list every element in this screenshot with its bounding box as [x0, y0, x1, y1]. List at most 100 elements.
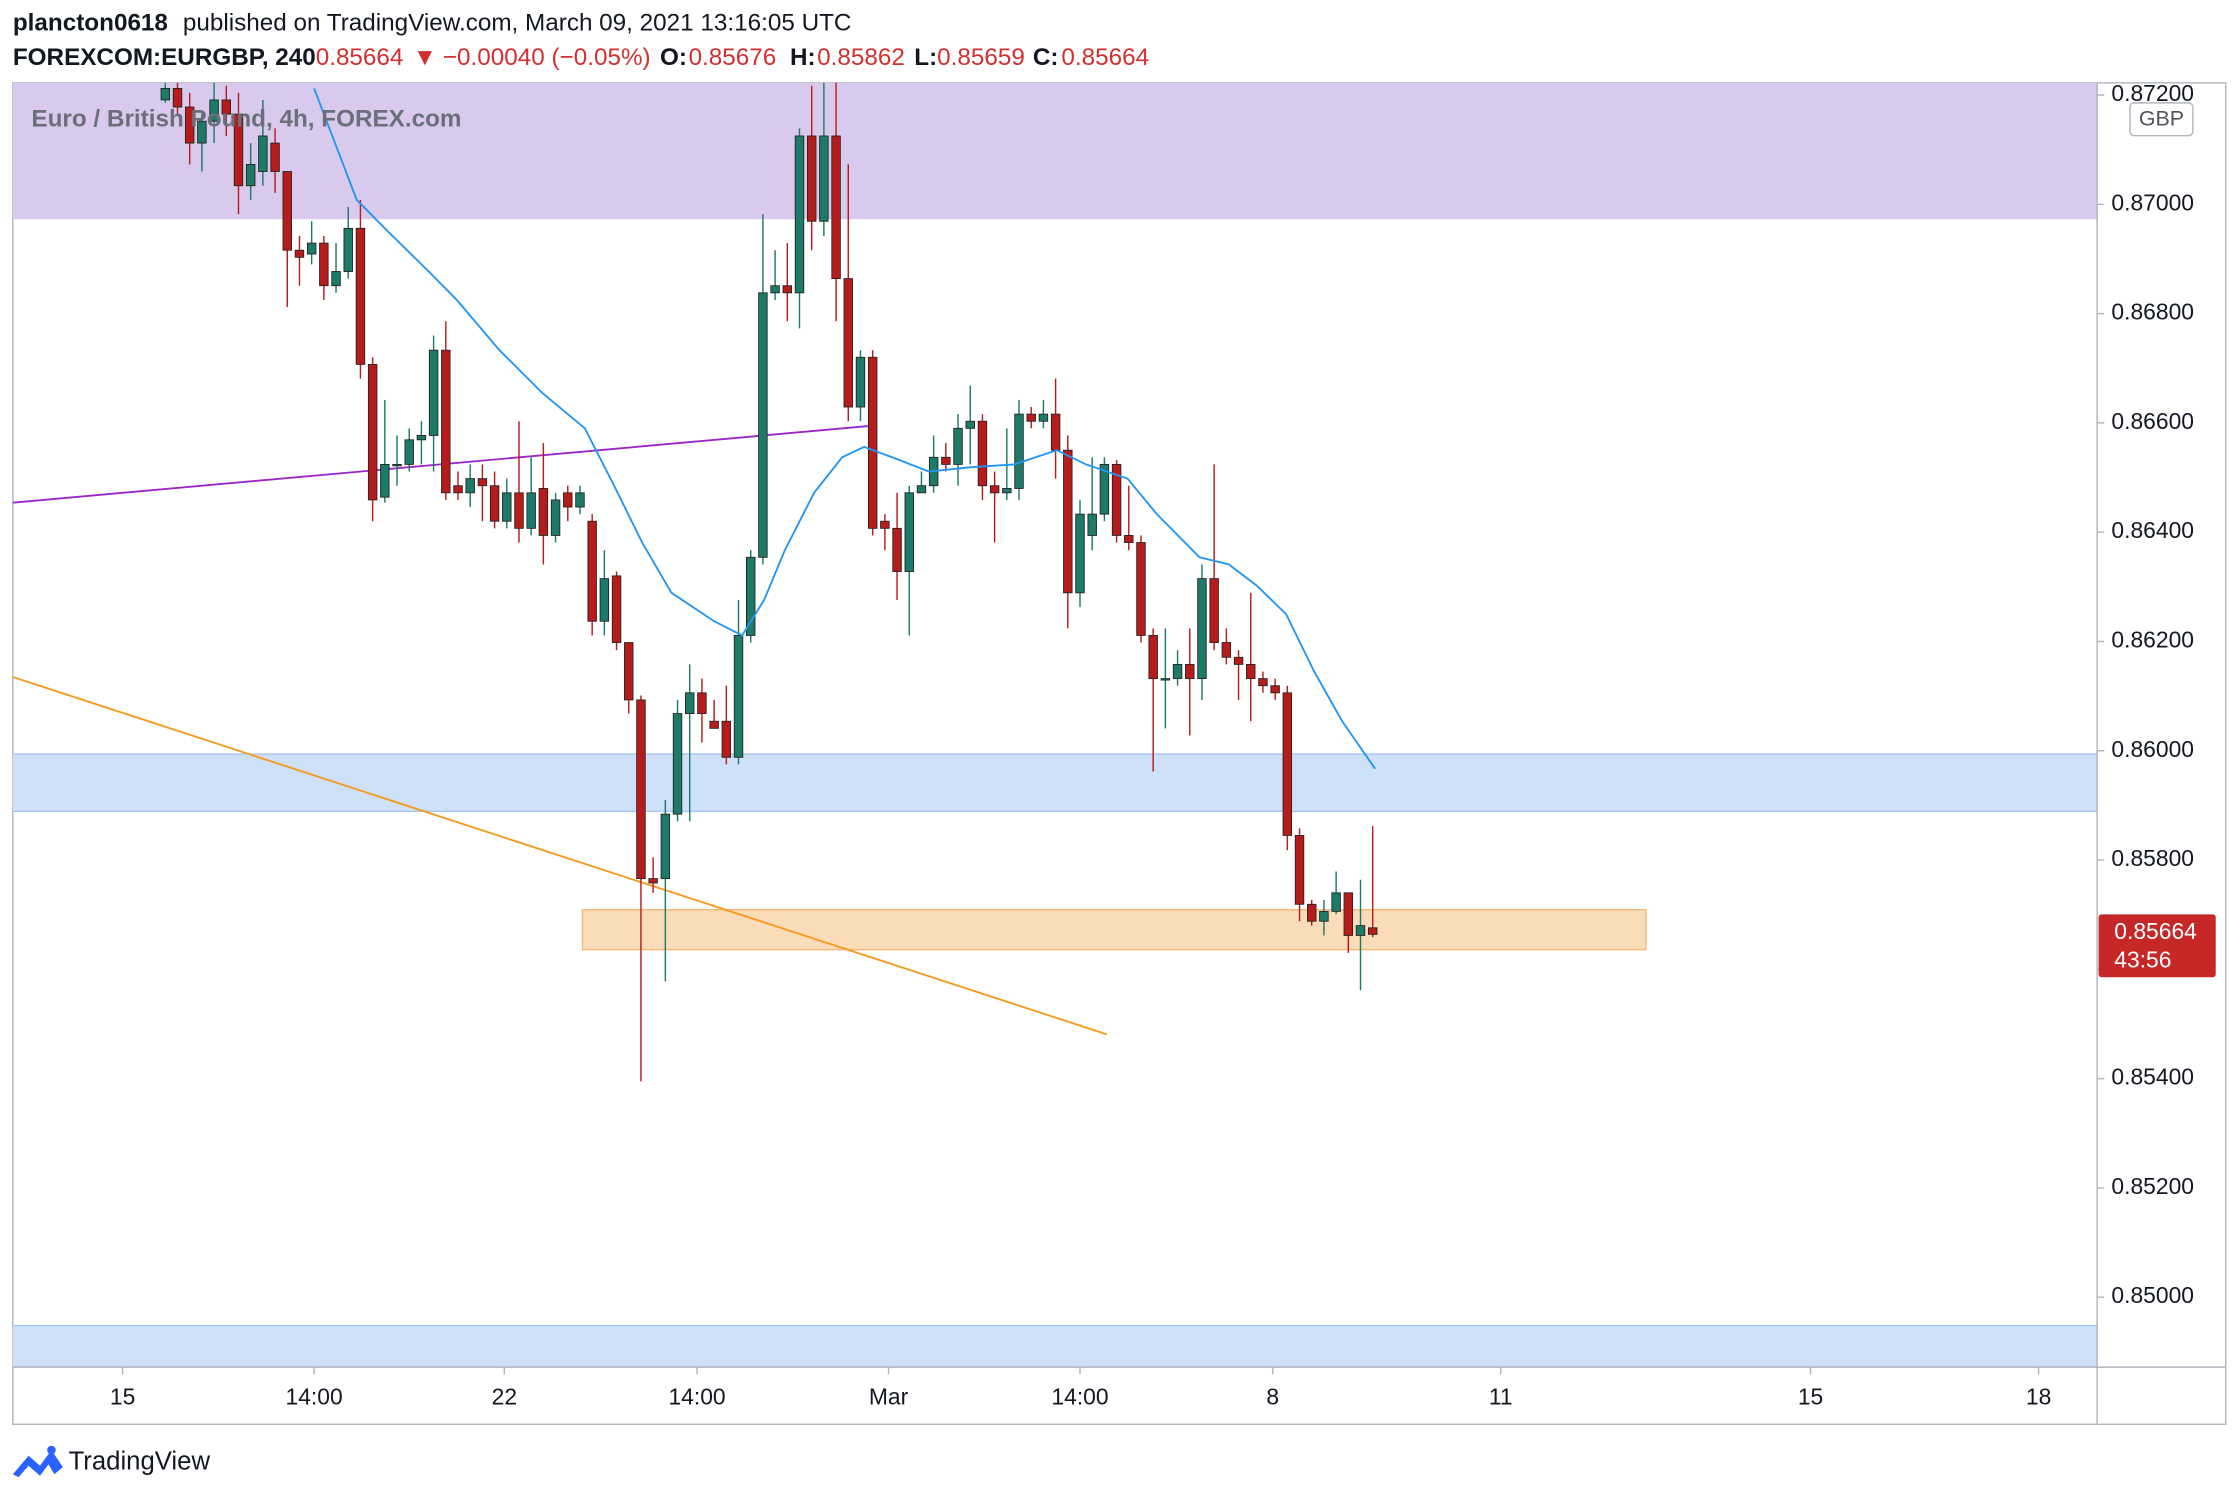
candle-body: [1136, 542, 1146, 636]
candle-body: [904, 492, 914, 572]
y-tick-label: 0.86000: [2111, 736, 2194, 762]
x-tick-label: 22: [492, 1384, 517, 1410]
candle-body: [245, 163, 256, 187]
y-tick-label: 0.86400: [2111, 517, 2194, 543]
candle-body: [1075, 513, 1085, 594]
candle-body: [502, 492, 512, 522]
candle-body: [172, 88, 183, 108]
author: plancton0618: [13, 10, 168, 37]
candle-body: [209, 99, 219, 122]
candle-body: [233, 113, 244, 187]
x-tick-label: 11: [1489, 1384, 1513, 1410]
ema-line: [313, 88, 1376, 770]
candle-body: [892, 527, 902, 572]
candle-body: [1099, 463, 1110, 515]
candle-body: [1172, 663, 1183, 680]
candle-body: [953, 427, 963, 465]
candle-body: [1160, 678, 1171, 681]
x-tick-label: 15: [1798, 1384, 1823, 1410]
candle-body: [270, 142, 280, 172]
candle-body: [685, 692, 695, 715]
candle-body: [587, 520, 597, 622]
candle-body: [867, 356, 878, 529]
candle-body: [611, 575, 622, 643]
candle-body: [453, 485, 463, 494]
candle-body: [294, 249, 305, 258]
candle-body: [855, 356, 866, 408]
candle-body: [1111, 463, 1122, 536]
candle-body: [758, 292, 768, 558]
candle-body: [221, 99, 232, 115]
x-tick-label: 14:00: [668, 1384, 725, 1410]
candle-body: [624, 642, 634, 701]
candle-body: [197, 120, 207, 144]
plot-area: [12, 82, 2098, 1368]
candle-body: [282, 171, 292, 251]
legend-title: Euro / British Pound, 4h, FOREX.com: [31, 105, 461, 132]
candle-body: [1355, 925, 1366, 936]
candle-body: [733, 635, 744, 758]
candle-body: [355, 227, 366, 365]
candle-body: [563, 492, 573, 508]
candle-body: [794, 135, 805, 294]
candle-body: [1331, 892, 1341, 912]
y-tick-label: 0.85200: [2111, 1173, 2194, 1199]
price-tag-countdown: 43:56: [2114, 947, 2171, 973]
candle-body: [916, 485, 927, 494]
candle-body: [672, 713, 683, 815]
y-tick-label: 0.86200: [2111, 626, 2194, 652]
candle-body: [550, 499, 561, 536]
open-value: 0.85676: [689, 44, 777, 71]
candle-body: [1270, 685, 1280, 694]
candle-body: [1343, 892, 1354, 936]
candle-body: [709, 720, 719, 729]
y-tick-label: 0.86800: [2111, 299, 2194, 325]
x-tick-label: 15: [110, 1384, 135, 1410]
tv-logo: [12, 1445, 63, 1478]
candle-body: [599, 578, 610, 622]
candle-body: [819, 135, 829, 222]
candle-body: [1246, 663, 1256, 680]
candle-body: [831, 135, 841, 280]
candle-body: [575, 492, 585, 508]
candle-body: [441, 349, 451, 494]
candle-body: [392, 463, 402, 467]
candle-body: [1367, 927, 1378, 935]
candle-body: [331, 271, 341, 287]
candle-body: [465, 478, 475, 494]
candle-body: [1014, 413, 1024, 489]
price-tag-label: 0.85664: [2114, 918, 2197, 944]
candle-body: [1221, 642, 1232, 658]
candle-body: [477, 478, 488, 487]
candle-body: [1002, 488, 1012, 494]
candle-body: [806, 135, 817, 222]
zone: [12, 82, 2098, 220]
candle-body: [160, 88, 171, 101]
low-label: L:: [914, 44, 937, 71]
currency-badge: [2129, 102, 2194, 137]
candle-body: [1282, 692, 1293, 836]
candle-body: [1294, 835, 1305, 905]
change-arrow: ▼: [413, 44, 437, 71]
y-tick-label: 0.85800: [2111, 845, 2194, 871]
candle-body: [1185, 663, 1195, 680]
trend-line: [12, 676, 1108, 1036]
candle-body: [880, 520, 890, 529]
candle-body: [1307, 903, 1317, 922]
candle-body: [258, 135, 268, 172]
candle-body: [538, 488, 549, 536]
candle-body: [697, 692, 707, 715]
zone: [12, 753, 2098, 813]
close-label: C:: [1033, 44, 1059, 71]
currency: GBP: [2139, 107, 2184, 131]
candle-body: [1148, 635, 1158, 680]
candle-body: [306, 242, 317, 255]
last-price: 0.85664: [316, 44, 404, 71]
y-tick-label: 0.86600: [2111, 408, 2194, 434]
close-value: 0.85664: [1061, 44, 1149, 71]
candle-body: [489, 485, 500, 522]
candle-body: [1050, 413, 1061, 451]
candle-body: [1197, 578, 1207, 680]
high-value: 0.85862: [817, 44, 905, 71]
